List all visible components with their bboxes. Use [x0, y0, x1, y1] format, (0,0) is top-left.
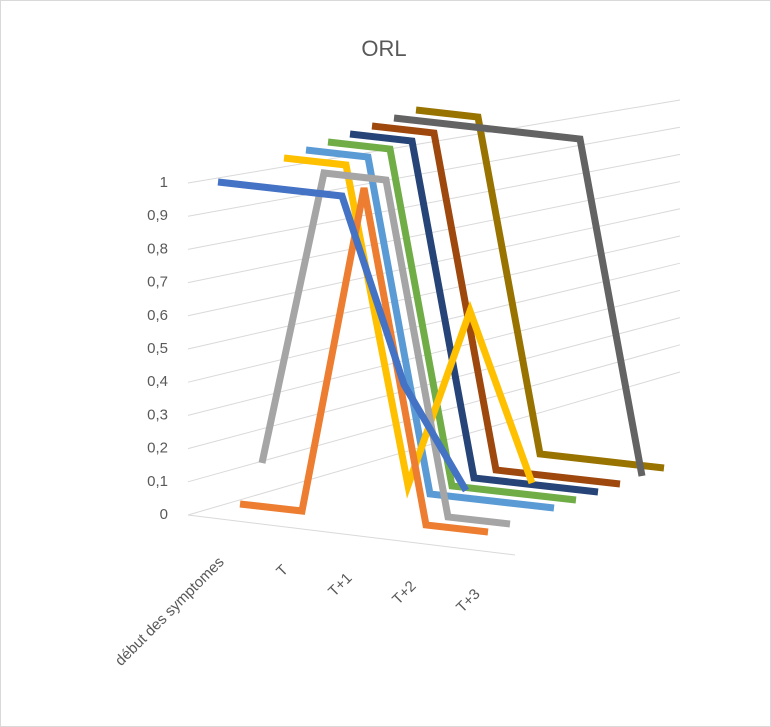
series-line: [217, 178, 470, 493]
grid-line: [187, 181, 681, 284]
y-tick-label: 0,5: [147, 340, 168, 357]
series-line: [305, 146, 555, 512]
category-axis: [187, 514, 516, 556]
y-tick-label: 0,7: [147, 274, 168, 291]
y-tick-label: 0,3: [147, 406, 168, 423]
grid-line: [187, 126, 681, 217]
y-tick-label: 0: [160, 506, 168, 523]
series-line: [239, 187, 489, 536]
series-line: [283, 154, 536, 499]
y-tick-label: 0,8: [147, 240, 168, 257]
chart-title: ORL: [361, 36, 406, 61]
grid-line: [187, 153, 681, 250]
y-tick-label: 0,1: [147, 473, 168, 490]
grid-line: [187, 262, 681, 383]
y-tick-label: 0,9: [147, 207, 168, 224]
y-tick-label: 1: [160, 174, 168, 191]
series-line: [393, 114, 646, 477]
series-line: [258, 169, 511, 528]
grid-line: [187, 289, 681, 416]
y-tick-label: 0,4: [147, 373, 168, 390]
series-line: [327, 138, 577, 504]
y-tick-label: 0,2: [147, 440, 168, 457]
series-line: [371, 122, 621, 488]
series-line: [349, 130, 599, 496]
y-tick-label: 0,6: [147, 307, 168, 324]
series-line: [415, 106, 665, 472]
